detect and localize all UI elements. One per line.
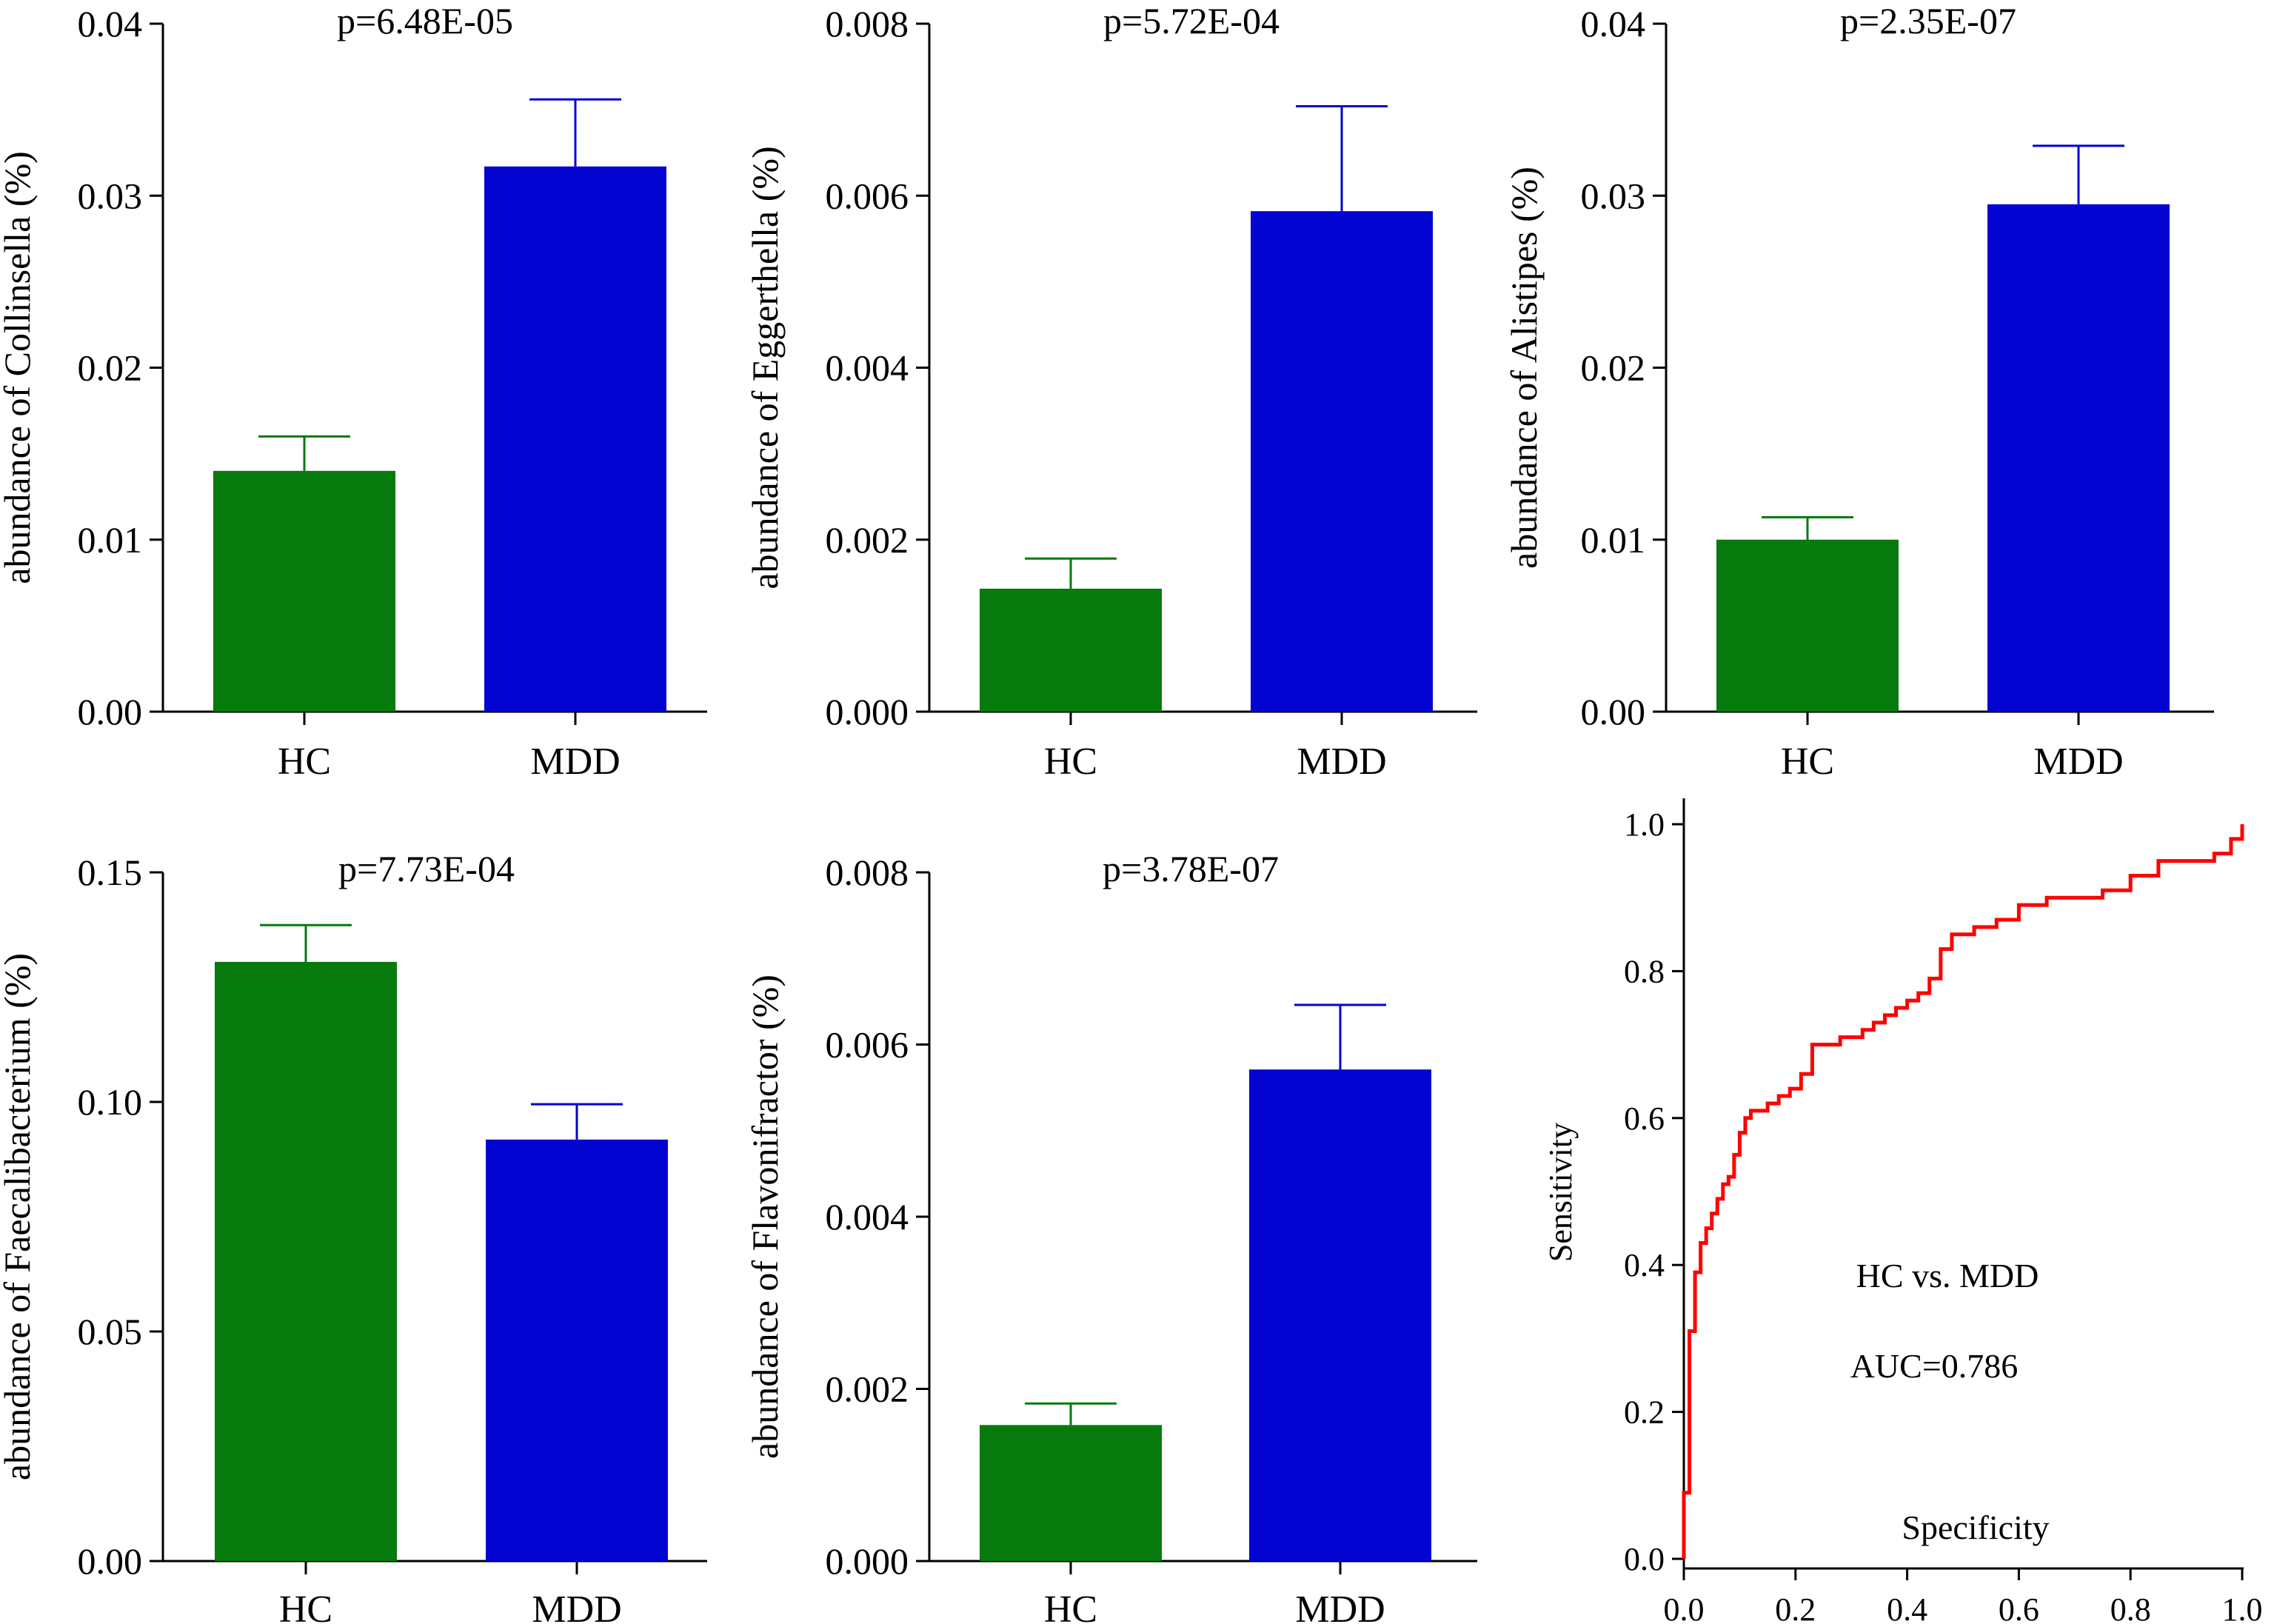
y-axis-label: abundance of Alistipes (%)	[1503, 167, 1545, 569]
y-tick-label: 0.01	[1581, 519, 1646, 561]
y-tick-label: 0.10	[78, 1081, 143, 1123]
category-label: MDD	[1297, 741, 1386, 783]
category-label: MDD	[530, 741, 620, 783]
bar-hc	[980, 588, 1162, 712]
y-tick-label: 0.006	[826, 1024, 909, 1066]
y-tick-label: 0.00	[1581, 691, 1646, 732]
y-tick-label: 0.008	[826, 3, 909, 44]
category-label: HC	[1044, 1588, 1097, 1624]
bar-chart-1: 0.00 0.01 0.02 0.03 0.04 HC MDD p=6.48E-05 abund…	[0, 0, 707, 783]
bar-mdd	[484, 166, 666, 712]
y-axis-label: Sensitivity	[1542, 1123, 1579, 1262]
bar-chart-5: 0.000 0.002 0.004 0.006 0.008 HC MDD p=3.78E-07…	[744, 848, 1477, 1624]
annotation-comparison: HC vs. MDD	[1856, 1257, 2039, 1294]
y-tick-label: 0.006	[826, 175, 909, 216]
y-axis-label: abundance of Flavonifractor (%)	[744, 975, 786, 1459]
y-tick-label: 0.002	[826, 519, 909, 561]
bar-mdd	[1987, 204, 2170, 712]
x-tick-label: 0.0	[1664, 1591, 1705, 1624]
bar-hc	[213, 470, 395, 712]
y-axis-label: abundance of Eggerthella (%)	[744, 146, 786, 589]
annotation-auc: AUC=0.786	[1850, 1347, 2019, 1385]
bar-mdd	[1251, 211, 1433, 712]
y-tick-label: 0.0	[1624, 1541, 1665, 1577]
roc-chart: 0.0 0.2 0.4 0.6 0.8 1.0 0.0 0.2 0.4 0.6 0.8 1.0 Sens…	[1542, 798, 2263, 1624]
y-tick-label: 0.000	[826, 691, 909, 732]
y-tick-label: 0.004	[826, 347, 909, 389]
y-tick-label: 0.2	[1624, 1394, 1665, 1431]
p-value-title: p=6.48E-05	[337, 0, 513, 41]
x-tick-label: 0.2	[1775, 1591, 1816, 1624]
x-tick-label: 0.4	[1887, 1591, 1927, 1624]
y-tick-label: 0.008	[826, 852, 909, 893]
p-value-title: p=3.78E-07	[1103, 848, 1279, 889]
category-label: HC	[1781, 741, 1834, 783]
category-label: MDD	[532, 1588, 621, 1624]
y-tick-label: 0.05	[78, 1311, 143, 1352]
roc-curve	[1682, 824, 2244, 1559]
x-tick-label: 0.6	[1999, 1591, 2039, 1624]
category-label: HC	[279, 1588, 332, 1624]
y-tick-label: 0.15	[78, 852, 143, 893]
p-value-title: p=7.73E-04	[338, 848, 515, 889]
y-tick-label: 0.04	[78, 3, 143, 44]
bar-mdd	[1249, 1069, 1431, 1561]
p-value-title: p=2.35E-07	[1840, 0, 2016, 41]
y-tick-label: 0.04	[1581, 3, 1646, 44]
bar-chart-3: 0.00 0.01 0.02 0.03 0.04 HC MDD p=2.35E-07 abund…	[1503, 0, 2214, 783]
bar-chart-2: 0.000 0.002 0.004 0.006 0.008 HC MDD p=5.72E-04…	[744, 0, 1477, 783]
x-tick-label: 1.0	[2222, 1591, 2263, 1624]
y-tick-label: 0.02	[1581, 347, 1646, 389]
bar-hc	[215, 961, 397, 1561]
category-label: HC	[1044, 741, 1097, 783]
bar-mdd	[486, 1139, 668, 1561]
category-label: MDD	[2033, 741, 2123, 783]
y-tick-label: 0.8	[1624, 953, 1665, 989]
category-label: HC	[278, 741, 331, 783]
y-tick-label: 1.0	[1624, 806, 1665, 843]
y-axis-label: abundance of Faecalibacterium (%)	[0, 953, 38, 1480]
y-tick-label: 0.00	[78, 691, 143, 732]
y-tick-label: 0.002	[826, 1369, 909, 1410]
y-tick-label: 0.03	[78, 175, 143, 216]
bar-chart-4: 0.00 0.05 0.10 0.15 HC MDD p=7.73E-04 abundance…	[0, 848, 707, 1624]
x-tick-label: 0.8	[2110, 1591, 2151, 1624]
y-axis-label: abundance of Collinsella (%)	[0, 151, 38, 584]
y-tick-label: 0.00	[78, 1540, 143, 1582]
bar-hc	[980, 1425, 1162, 1561]
p-value-title: p=5.72E-04	[1103, 0, 1280, 41]
y-tick-label: 0.01	[78, 519, 143, 561]
y-tick-label: 0.6	[1624, 1100, 1665, 1137]
y-tick-label: 0.02	[78, 347, 143, 389]
y-tick-label: 0.4	[1624, 1247, 1665, 1283]
y-tick-label: 0.000	[826, 1540, 909, 1582]
x-axis-label: Specificity	[1902, 1508, 2049, 1546]
y-tick-label: 0.004	[826, 1196, 909, 1237]
category-label: MDD	[1295, 1588, 1385, 1624]
bar-hc	[1716, 539, 1899, 712]
y-tick-label: 0.03	[1581, 175, 1646, 216]
